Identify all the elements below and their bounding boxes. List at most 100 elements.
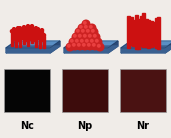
Bar: [152, 22, 155, 46]
Circle shape: [77, 43, 80, 46]
Circle shape: [83, 22, 86, 24]
Circle shape: [90, 28, 98, 36]
Bar: [33, 30, 35, 41]
Circle shape: [27, 29, 30, 32]
Circle shape: [78, 34, 81, 37]
Circle shape: [86, 42, 94, 50]
Circle shape: [34, 27, 38, 30]
Circle shape: [90, 39, 93, 42]
Circle shape: [93, 43, 95, 46]
Circle shape: [81, 39, 83, 42]
Circle shape: [79, 38, 87, 46]
Bar: [62, 69, 108, 112]
Circle shape: [14, 29, 18, 32]
Circle shape: [36, 28, 40, 31]
Circle shape: [38, 31, 42, 34]
Bar: [37, 30, 39, 39]
Circle shape: [34, 31, 38, 34]
Circle shape: [18, 29, 22, 32]
Circle shape: [21, 28, 24, 31]
Circle shape: [97, 44, 100, 47]
Circle shape: [38, 30, 42, 33]
Polygon shape: [64, 46, 118, 53]
Circle shape: [84, 26, 87, 28]
Bar: [23, 31, 25, 44]
Text: Nc: Nc: [20, 121, 34, 131]
Polygon shape: [6, 46, 60, 53]
Circle shape: [30, 25, 34, 28]
Bar: [27, 31, 29, 46]
Bar: [15, 31, 17, 43]
Bar: [120, 69, 166, 112]
Circle shape: [82, 30, 84, 32]
Circle shape: [85, 28, 93, 36]
Bar: [156, 17, 160, 49]
Circle shape: [68, 44, 70, 47]
Circle shape: [76, 39, 78, 42]
Bar: [27, 27, 29, 35]
Bar: [127, 16, 129, 48]
Bar: [15, 31, 17, 47]
Polygon shape: [64, 41, 74, 53]
Circle shape: [92, 33, 100, 41]
Circle shape: [12, 28, 16, 31]
Bar: [19, 29, 21, 36]
Bar: [39, 32, 41, 45]
Circle shape: [81, 42, 89, 50]
Circle shape: [69, 38, 77, 46]
Text: Nr: Nr: [136, 121, 149, 131]
Circle shape: [32, 28, 36, 31]
Circle shape: [94, 34, 96, 37]
Bar: [149, 21, 153, 47]
Circle shape: [83, 34, 86, 37]
Circle shape: [71, 42, 79, 50]
Text: Np: Np: [77, 121, 93, 131]
Circle shape: [80, 28, 88, 36]
Circle shape: [82, 20, 90, 28]
Bar: [19, 31, 21, 47]
Circle shape: [89, 34, 91, 37]
Circle shape: [42, 34, 45, 37]
Bar: [23, 28, 25, 37]
Bar: [155, 18, 157, 48]
Circle shape: [70, 39, 73, 42]
Circle shape: [96, 43, 104, 51]
Circle shape: [87, 30, 89, 32]
Bar: [29, 30, 31, 40]
Circle shape: [76, 42, 84, 50]
Bar: [43, 36, 45, 48]
Circle shape: [72, 33, 80, 41]
Bar: [11, 32, 13, 46]
Circle shape: [14, 29, 18, 32]
Circle shape: [84, 38, 92, 46]
Circle shape: [78, 24, 86, 32]
Circle shape: [89, 38, 97, 46]
Bar: [41, 31, 43, 41]
Bar: [140, 16, 142, 46]
Circle shape: [94, 38, 102, 46]
Circle shape: [77, 33, 85, 41]
Circle shape: [89, 26, 92, 28]
Bar: [31, 27, 33, 36]
Bar: [135, 15, 137, 49]
Polygon shape: [6, 41, 60, 48]
Circle shape: [73, 43, 75, 46]
Circle shape: [18, 27, 22, 30]
Bar: [21, 30, 23, 39]
Polygon shape: [121, 41, 171, 48]
Bar: [39, 33, 41, 48]
Bar: [4, 69, 50, 112]
Polygon shape: [64, 41, 118, 48]
Polygon shape: [6, 41, 16, 53]
Bar: [141, 13, 144, 47]
Circle shape: [40, 29, 44, 32]
Circle shape: [75, 28, 83, 36]
Polygon shape: [165, 41, 171, 53]
Circle shape: [66, 43, 74, 51]
Circle shape: [74, 34, 76, 37]
Polygon shape: [50, 41, 60, 53]
Bar: [35, 29, 37, 37]
Circle shape: [80, 26, 82, 28]
Circle shape: [10, 30, 14, 33]
Bar: [129, 17, 133, 45]
